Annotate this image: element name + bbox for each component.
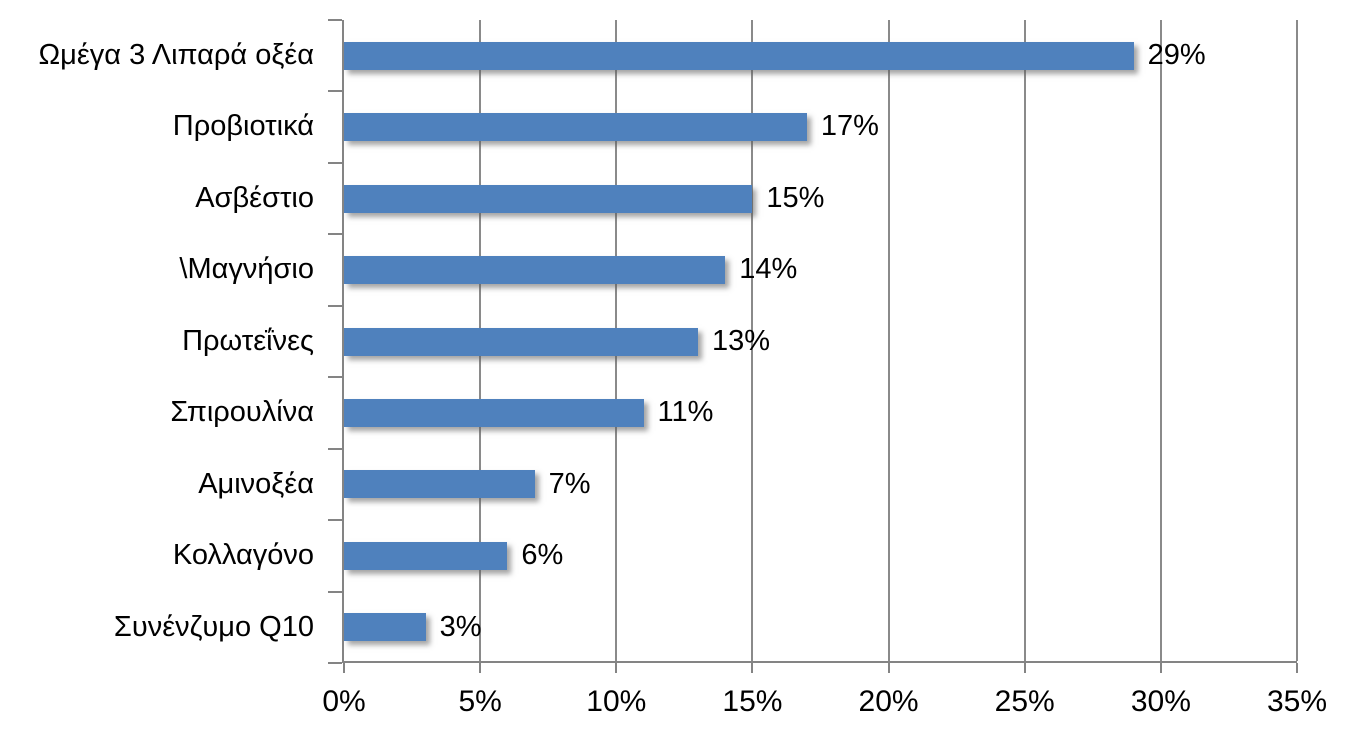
category-label: Σπιρουλίνα — [170, 396, 314, 429]
y-axis-tick — [328, 233, 342, 236]
y-axis-tick — [328, 662, 342, 664]
y-axis-tick — [328, 590, 342, 593]
x-axis-tick — [343, 663, 345, 673]
x-axis-tick-label: 20% — [858, 685, 919, 718]
bar — [344, 613, 426, 642]
x-axis-tick-label: 15% — [722, 685, 783, 718]
bar-value-label: 7% — [548, 467, 591, 500]
category-label: Κολλαγόνο — [172, 539, 314, 572]
category-label: Προβιοτικά — [172, 110, 314, 143]
x-axis-tick-label: 25% — [994, 685, 1055, 718]
bar-value-label: 13% — [711, 324, 771, 357]
category-label: Αμινοξέα — [198, 467, 314, 500]
x-axis-line — [342, 661, 1297, 663]
bar-value-label: 15% — [766, 181, 825, 214]
gridline — [1159, 20, 1162, 661]
x-axis-tick-label: 30% — [1130, 685, 1191, 718]
bar — [344, 327, 698, 356]
bar-value-label: 11% — [657, 396, 714, 429]
bar-value-label: 29% — [1147, 39, 1206, 71]
bar — [344, 41, 1134, 70]
y-axis-tick — [328, 304, 342, 307]
bar-value-label: 14% — [739, 253, 798, 286]
gridline — [1296, 20, 1298, 661]
x-axis-tick — [1296, 663, 1298, 673]
x-axis-tick — [751, 663, 754, 673]
x-axis-tick — [615, 663, 618, 673]
y-axis-tick — [328, 161, 342, 164]
bar — [344, 256, 726, 285]
gridline — [1023, 20, 1026, 661]
y-axis-line — [342, 20, 344, 663]
y-axis-tick — [328, 376, 342, 379]
y-axis-category-labels: Ωμέγα 3 Λιπαρά οξέα Προβιοτικά Ασβέστιο \Μα… — [0, 20, 314, 663]
x-axis-tick-labels: 0% 5% 10% 15% 20% 25% 30% 35% — [0, 684, 1350, 720]
x-axis-tick-label: 10% — [586, 685, 647, 718]
category-label: Πρωτεΐνες — [182, 324, 314, 357]
x-axis-tick — [1159, 663, 1162, 673]
y-axis-tick — [328, 519, 342, 522]
bar-value-label: 6% — [521, 539, 564, 572]
x-axis-tick — [887, 663, 890, 673]
bar — [344, 184, 753, 213]
bar — [344, 541, 508, 570]
y-axis-tick — [328, 90, 342, 93]
gridline — [751, 20, 754, 661]
category-label: \Μαγνήσιο — [179, 253, 314, 286]
bar — [344, 113, 807, 142]
bar-value-label: 17% — [820, 110, 879, 143]
y-axis-tick — [328, 19, 342, 21]
x-axis-tick — [1023, 663, 1026, 673]
x-axis-tick-label: 5% — [458, 685, 502, 718]
bar-value-label: 3% — [439, 610, 482, 643]
x-axis-tick-label: 0% — [322, 685, 366, 718]
gridline — [887, 20, 890, 661]
x-axis-tick — [479, 663, 482, 673]
category-label: Συνένζυμο Q10 — [113, 610, 314, 643]
category-label: Ωμέγα 3 Λιπαρά οξέα — [38, 39, 314, 71]
bar — [344, 398, 644, 427]
bar — [344, 470, 535, 499]
category-label: Ασβέστιο — [195, 181, 314, 214]
x-axis-tick-label: 35% — [1266, 685, 1328, 718]
plot-area: 29% 17% 15% 14% 13% 11% 7% 6% 3% — [328, 19, 1298, 673]
y-axis-tick — [328, 447, 342, 450]
